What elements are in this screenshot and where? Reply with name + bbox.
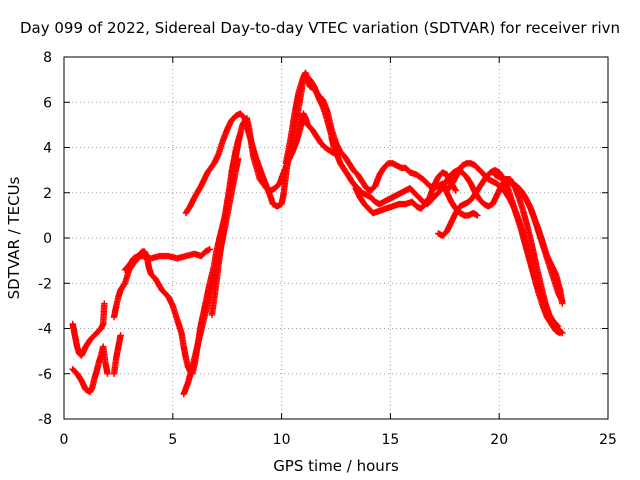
data-series-arc-13 bbox=[443, 160, 562, 330]
x-tick-label: 25 bbox=[599, 432, 617, 448]
plus-markers bbox=[511, 182, 566, 305]
plus-markers bbox=[110, 332, 124, 377]
data-series-arc-15 bbox=[511, 182, 566, 305]
plus-markers bbox=[110, 110, 342, 377]
data-series-arc-10 bbox=[328, 135, 566, 337]
data-series-arc-3 bbox=[110, 332, 124, 377]
y-tick-label: 4 bbox=[43, 141, 52, 157]
y-tick-label: 6 bbox=[43, 95, 52, 111]
data-series-arc-1 bbox=[69, 343, 111, 396]
data-series-arc-9 bbox=[282, 71, 337, 167]
plus-markers bbox=[69, 343, 111, 396]
y-tick-label: -6 bbox=[38, 367, 52, 383]
plus-markers bbox=[208, 130, 244, 319]
plus-markers bbox=[69, 300, 108, 359]
x-tick-label: 5 bbox=[168, 432, 177, 448]
x-tick-label: 20 bbox=[490, 432, 508, 448]
axis-ticks: 0 5 10 15 20 25 -8 -6 -4 -2 0 2 4 6 8 bbox=[38, 50, 617, 448]
data-points bbox=[69, 69, 566, 398]
plus-markers bbox=[352, 169, 459, 217]
y-tick-label: 0 bbox=[43, 231, 52, 247]
y-tick-label: -8 bbox=[38, 412, 52, 428]
y-tick-label: -4 bbox=[38, 322, 52, 338]
data-series-arc-4 bbox=[110, 110, 342, 377]
plus-markers bbox=[121, 246, 213, 273]
data-series-arc-11 bbox=[352, 169, 459, 217]
chart-title: Day 099 of 2022, Sidereal Day-to-day VTE… bbox=[20, 19, 620, 37]
y-axis-label: SDTVAR / TECUs bbox=[5, 176, 23, 299]
data-series-arc-5 bbox=[121, 246, 213, 273]
y-tick-label: 8 bbox=[43, 50, 52, 66]
x-axis-label: GPS time / hours bbox=[273, 457, 399, 475]
y-tick-label: -2 bbox=[38, 276, 52, 292]
plus-markers bbox=[328, 135, 566, 337]
x-tick-label: 0 bbox=[60, 432, 69, 448]
x-tick-label: 10 bbox=[273, 432, 291, 448]
data-series-arc-7 bbox=[208, 130, 244, 319]
data-series-arc-2 bbox=[69, 300, 108, 359]
plus-markers bbox=[443, 160, 562, 330]
y-tick-label: 2 bbox=[43, 186, 52, 202]
x-tick-label: 15 bbox=[381, 432, 399, 448]
plot-frame bbox=[63, 56, 609, 420]
plus-markers bbox=[282, 71, 337, 167]
